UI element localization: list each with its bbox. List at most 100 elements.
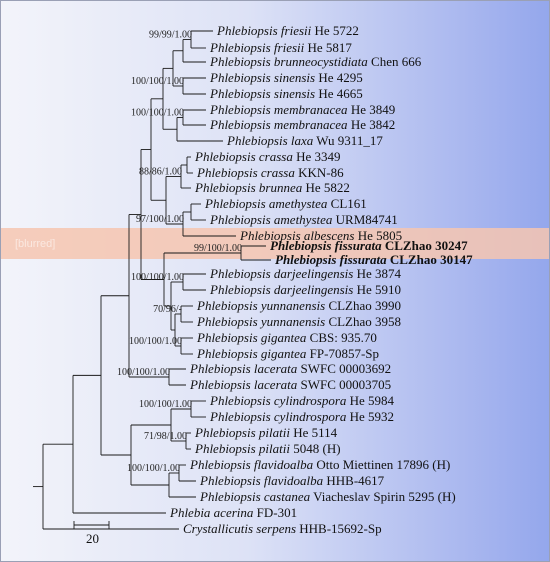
taxon-voucher: He 5932 [346,409,394,424]
support-value-yunnanensis: 70/96/- [153,304,182,315]
support-value-friesii: 99/99/1.00 [149,30,192,41]
taxon-label: Phlebia acerina FD-301 [169,505,297,520]
taxon-label: Crystallicutis serpens HHB-15692-Sp [183,521,382,536]
taxon-species-name: Phlebiopsis sinensis [209,70,315,85]
taxon-label: Phlebiopsis fissurata CLZhao 30247 [270,238,468,253]
taxon-species-name: Phlebiopsis friesii [209,40,305,55]
taxon-label: Phlebiopsis brunneocystidiata Chen 666 [209,54,422,69]
taxon-label: Phlebiopsis crassa KKN-86 [196,165,344,180]
taxon-voucher: CLZhao 3990 [325,298,401,313]
taxon-voucher: SWFC 00003705 [297,377,391,392]
taxon-voucher: He 3874 [353,266,401,281]
taxon-label: Phlebiopsis amethystea URM84741 [209,212,398,227]
taxon-label: Phlebiopsis sinensis He 4295 [209,70,363,85]
scale-bar: 20 [73,521,110,546]
taxon-species-name: Phlebiopsis fissurata [275,252,387,267]
taxon-voucher: He 5984 [346,393,394,408]
tree-branches [33,30,271,530]
taxon-species-name: Phlebiopsis laxa [226,133,314,148]
taxon-voucher: FP-70857-Sp [306,346,379,361]
support-value-darjeelingensis: 100/100/1.00 [131,272,184,283]
taxon-species-name: Phlebiopsis pilatii [194,441,290,456]
taxon-species-name: Phlebia acerina [169,505,254,520]
taxon-species-name: Phlebiopsis gigantea [196,330,307,345]
taxon-voucher: He 3842 [348,117,396,132]
taxon-voucher: He 4295 [315,70,363,85]
taxon-label: Phlebiopsis crassa He 3349 [194,149,341,164]
taxon-label: Phlebiopsis cylindrospora He 5984 [209,393,395,408]
support-value-crassa_group: 88/86/1.00 [139,167,182,178]
scale-label: 20 [86,531,99,546]
taxon-species-name: Crystallicutis serpens [183,521,296,536]
taxon-voucher: 5048 (H) [290,441,341,456]
support-value-fissurata: 99/100/1.00 [194,243,242,254]
taxon-species-name: Phlebiopsis yunnanensis [196,314,325,329]
taxon-voucher: FD-301 [253,505,297,520]
taxon-label: Phlebiopsis cylindrospora He 5932 [209,409,394,424]
taxon-species-name: Phlebiopsis pilatii [194,425,290,440]
taxon-species-name: Phlebiopsis brunneocystidiata [209,54,368,69]
taxon-species-name: Phlebiopsis friesii [216,23,312,38]
taxon-species-name: Phlebiopsis cylindrospora [209,393,347,408]
support-value-cylindrospora: 100/100/1.00 [139,399,192,410]
taxon-voucher: HHB-4617 [323,473,385,488]
taxon-label: Phlebiopsis yunnanensis CLZhao 3958 [196,314,401,329]
support-value-amethystea: 97/100/1.00 [136,214,184,225]
support-value-flavidoalba: 100/100/1.00 [127,463,180,474]
taxon-species-name: Phlebiopsis yunnanensis [196,298,325,313]
taxon-label: Phlebiopsis laxa Wu 9311_17 [226,133,383,148]
taxon-species-name: Phlebiopsis crassa [194,149,293,164]
taxon-voucher: He 4665 [315,86,363,101]
taxon-label: Phlebiopsis membranacea He 3842 [209,117,395,132]
taxon-voucher: URM84741 [332,212,397,227]
taxon-voucher: Otto Miettinen 17896 (H) [313,457,450,472]
taxon-voucher: CL161 [327,196,366,211]
taxon-species-name: Phlebiopsis gigantea [196,346,307,361]
taxon-label: Phlebiopsis yunnanensis CLZhao 3990 [196,298,401,313]
taxon-label: Phlebiopsis brunnea He 5822 [194,180,350,195]
taxon-voucher: Wu 9311_17 [313,133,383,148]
taxon-label: Phlebiopsis pilatii 5048 (H) [194,441,341,456]
taxon-label: Phlebiopsis gigantea CBS: 935.70 [196,330,377,345]
taxon-species-name: Phlebiopsis amethystea [209,212,333,227]
taxon-species-name: Phlebiopsis amethystea [204,196,328,211]
taxon-voucher: He 5817 [304,40,352,55]
taxon-label: Phlebiopsis darjeelingensis He 3874 [209,266,402,281]
taxon-label: Phlebiopsis castanea Viacheslav Spirin 5… [199,489,456,504]
taxon-voucher: He 5910 [353,282,401,297]
taxon-voucher: He 5805 [354,228,402,243]
taxon-label: Phlebiopsis lacerata SWFC 00003705 [189,377,391,392]
taxon-species-name: Phlebiopsis flavidoalba [199,473,324,488]
support-value-lacerata: 100/100/1.00 [117,367,170,378]
taxon-species-name: Phlebiopsis membranacea [209,117,348,132]
taxon-voucher: HHB-15692-Sp [296,521,382,536]
support-value-gigantea: 100/100/1.00 [129,336,182,347]
taxon-label: Phlebiopsis pilatii He 5114 [194,425,338,440]
taxon-label: Phlebiopsis lacerata SWFC 00003692 [189,361,391,376]
support-values: 99/99/1.00 100/100/1.00 100/100/1.00 88/86/… [117,30,242,475]
taxon-species-name: Phlebiopsis flavidoalba [189,457,314,472]
taxon-label: Phlebiopsis darjeelingensis He 5910 [209,282,401,297]
taxon-voucher: KKN-86 [295,165,344,180]
taxon-species-name: Phlebiopsis crassa [196,165,295,180]
taxon-species-name: Phlebiopsis membranacea [209,102,348,117]
taxon-label: Phlebiopsis fissurata CLZhao 30147 [275,252,473,267]
support-value-pilatii: 71/98/1.00 [144,431,187,442]
taxon-label: Phlebiopsis amethystea CL161 [204,196,367,211]
taxon-voucher: CLZhao 30247 [382,238,468,253]
taxon-species-name: Phlebiopsis sinensis [209,86,315,101]
taxon-voucher: He 5722 [311,23,359,38]
taxon-label: Phlebiopsis albescens He 5805 [239,228,402,243]
taxon-voucher: Viacheslav Spirin 5295 (H) [310,489,456,504]
support-value-sinensis: 100/100/1.00 [131,76,184,87]
taxon-voucher: He 3849 [348,102,396,117]
taxon-voucher: He 5822 [302,180,350,195]
taxon-species-name: Phlebiopsis albescens [239,228,354,243]
taxon-species-name: Phlebiopsis castanea [199,489,311,504]
taxon-label: Phlebiopsis gigantea FP-70857-Sp [196,346,379,361]
taxon-species-name: Phlebiopsis brunnea [194,180,303,195]
taxon-species-name: Phlebiopsis lacerata [189,377,298,392]
taxon-voucher: SWFC 00003692 [297,361,391,376]
